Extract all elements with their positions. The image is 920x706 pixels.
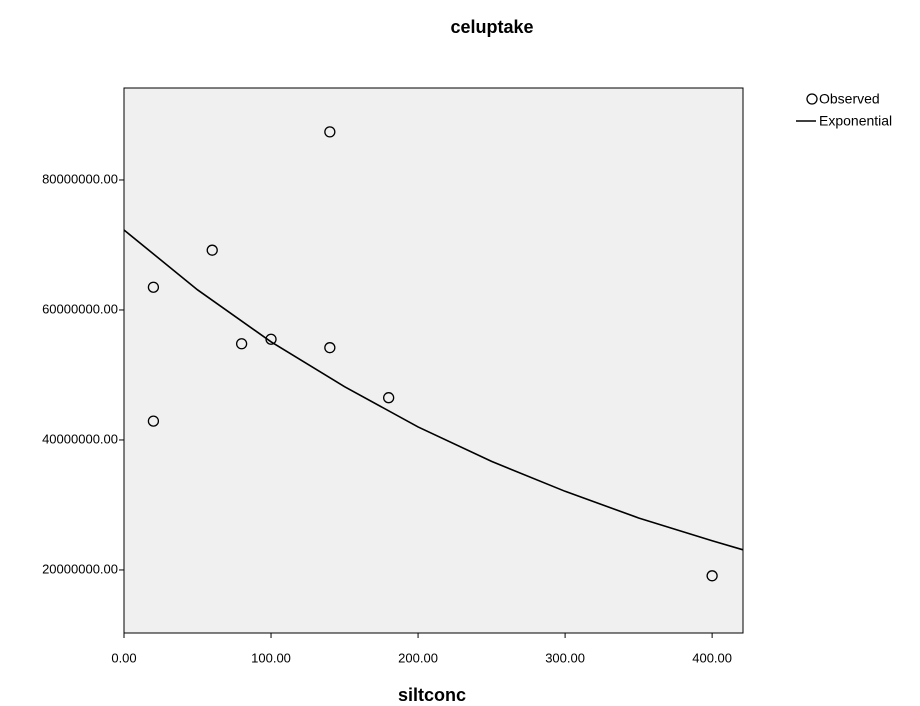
chart-title: celuptake — [450, 17, 533, 37]
fit-line — [123, 229, 744, 551]
y-tick-label: 40000000.00 — [42, 431, 118, 446]
data-point — [235, 338, 248, 350]
data-point — [147, 415, 160, 427]
legend-marker — [806, 93, 818, 105]
data-point — [324, 126, 336, 138]
x-tick-label: 400.00 — [692, 650, 732, 665]
x-tick-label: 300.00 — [545, 650, 585, 665]
data-point — [706, 570, 718, 582]
plot-area — [123, 87, 744, 634]
x-tick-label: 0.00 — [111, 650, 136, 665]
y-tick-label: 20000000.00 — [42, 561, 118, 576]
data-point — [206, 244, 218, 256]
data-point — [324, 342, 336, 354]
x-tick-label: 200.00 — [398, 650, 438, 665]
legend-label: Exponential — [819, 113, 892, 129]
x-axis-title: siltconc — [398, 685, 466, 705]
data-point — [147, 281, 160, 293]
legend-label: Observed — [819, 91, 880, 107]
x-tick-label: 100.00 — [251, 650, 291, 665]
data-point — [383, 392, 395, 404]
y-tick-label: 60000000.00 — [42, 301, 118, 316]
y-tick-label: 80000000.00 — [42, 171, 118, 186]
